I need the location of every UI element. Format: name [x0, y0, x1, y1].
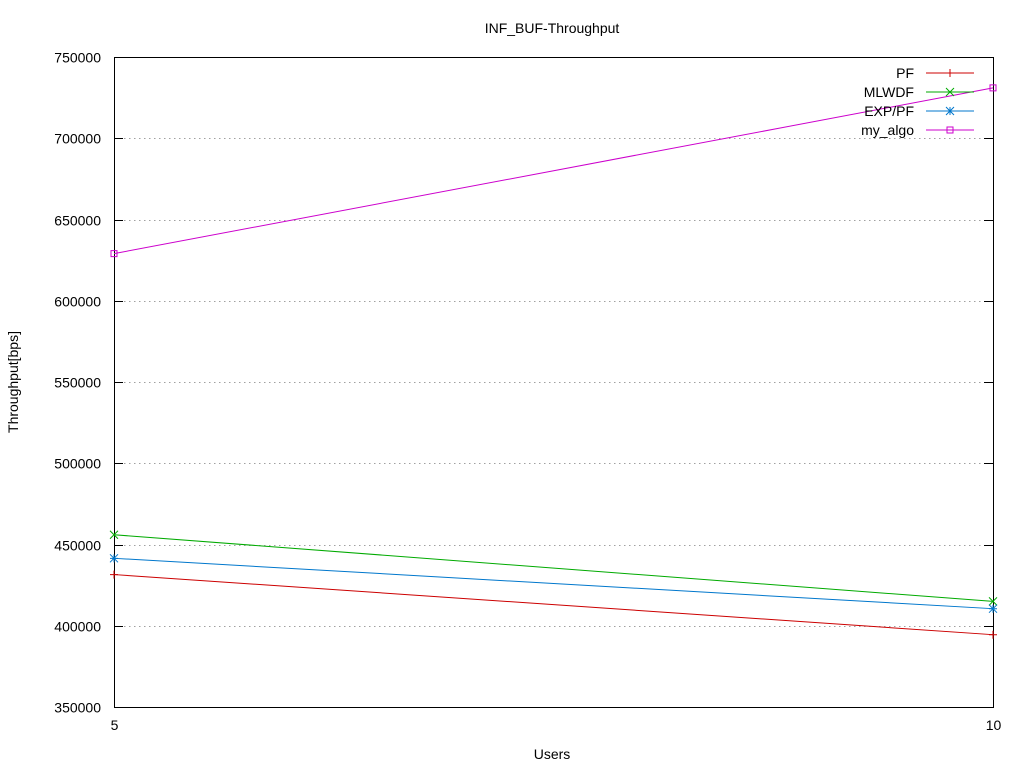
legend-label: my_algo — [861, 122, 914, 138]
data-point-marker — [945, 87, 955, 97]
y-tick-label: 600000 — [54, 294, 101, 310]
data-point-marker — [110, 250, 118, 258]
legend-item: EXP/PF — [864, 103, 974, 119]
legend-label: MLWDF — [864, 84, 914, 100]
axis-ticks: 350000 400000 450000 500000 550000 600000 6500… — [54, 50, 1001, 734]
series-layer — [109, 84, 998, 639]
data-point-marker — [946, 126, 954, 134]
legend-item: PF — [896, 65, 974, 81]
legend-item: MLWDF — [864, 84, 974, 100]
data-point-marker — [988, 597, 998, 606]
data-point-marker — [109, 553, 119, 563]
series-line — [113, 87, 994, 255]
series-line — [113, 574, 994, 636]
x-tick-label: 10 — [986, 717, 1002, 733]
data-point-marker — [989, 630, 997, 639]
legend-label: EXP/PF — [864, 103, 914, 119]
legend: PF MLWDF EXP/PF my_algo — [861, 65, 974, 138]
chart-title: INF_BUF-Throughput — [485, 20, 620, 36]
legend-label: PF — [896, 65, 914, 81]
series-exp-pf — [109, 553, 998, 614]
series-my-algo — [110, 84, 997, 258]
data-point-marker — [945, 106, 955, 116]
y-tick-label: 700000 — [54, 131, 101, 147]
y-tick-label: 350000 — [54, 700, 101, 716]
data-point-marker — [110, 570, 118, 579]
y-tick-label: 650000 — [54, 213, 101, 229]
series-mlwdf — [109, 530, 998, 606]
y-tick-label: 400000 — [54, 619, 101, 635]
x-axis-label: Users — [534, 746, 571, 762]
series-line — [113, 557, 994, 610]
x-tick-label: 5 — [111, 717, 119, 733]
y-tick-label: 750000 — [54, 50, 101, 66]
data-point-marker — [988, 604, 998, 614]
series-pf — [110, 570, 997, 639]
y-tick-label: 550000 — [54, 375, 101, 391]
data-point-marker — [989, 84, 997, 92]
y-axis-label: Throughput[bps] — [5, 331, 21, 433]
data-point-marker — [946, 69, 954, 77]
y-tick-label: 500000 — [54, 456, 101, 472]
grid-lines — [114, 138, 993, 627]
legend-item: my_algo — [861, 122, 974, 138]
y-tick-label: 450000 — [54, 538, 101, 554]
series-line — [113, 534, 994, 602]
data-point-marker — [109, 530, 119, 540]
